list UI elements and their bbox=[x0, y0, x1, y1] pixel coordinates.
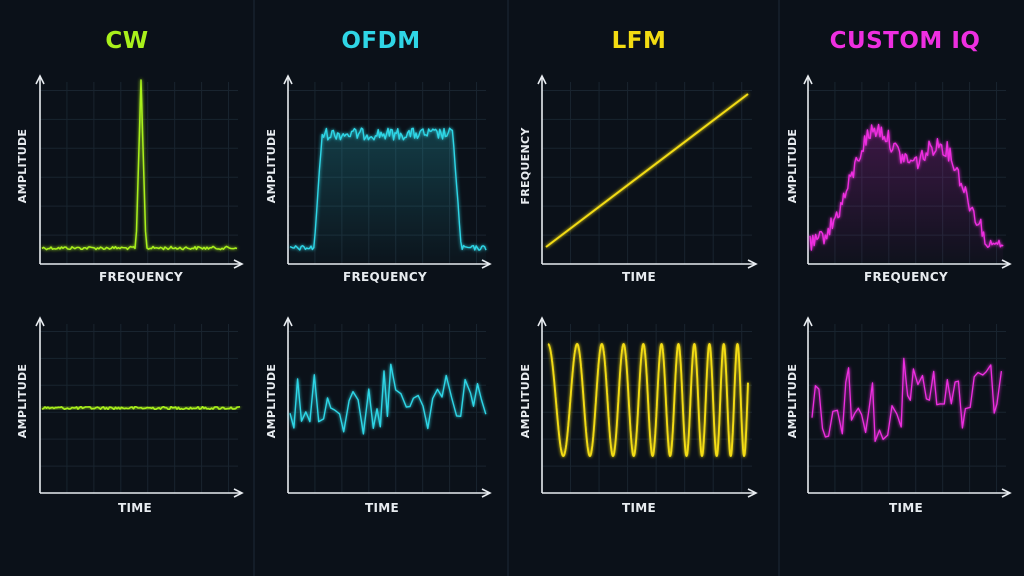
lfm-bottom-xlabel: TIME bbox=[622, 501, 656, 515]
y-axis-arrow bbox=[803, 316, 813, 327]
y-axis-arrow bbox=[35, 74, 45, 85]
x-axis-arrow bbox=[233, 259, 244, 269]
custom-bottom-ylabel: AMPLITUDE bbox=[786, 363, 799, 439]
lfm-top-xlabel: TIME bbox=[622, 270, 656, 284]
x-axis-arrow bbox=[1001, 259, 1012, 269]
lfm-bottom-ylabel: AMPLITUDE bbox=[519, 363, 532, 439]
x-axis-arrow bbox=[1001, 488, 1012, 498]
custom-time-trace bbox=[811, 357, 1003, 443]
lfm-chirp-line bbox=[545, 93, 749, 248]
ofdm-title: OFDM bbox=[341, 28, 421, 54]
ofdm-spectrum-fill bbox=[290, 128, 486, 262]
ofdm-top-ylabel: AMPLITUDE bbox=[265, 128, 278, 204]
lfm-time-trace bbox=[547, 343, 749, 457]
custom-iq-title: CUSTOM IQ bbox=[829, 28, 981, 54]
custom-top-xlabel: FREQUENCY bbox=[863, 270, 949, 284]
y-axis-arrow bbox=[283, 316, 293, 327]
y-axis-arrow bbox=[283, 74, 293, 85]
custom-bottom-xlabel: TIME bbox=[889, 501, 923, 515]
lfm-top-ylabel: FREQUENCY bbox=[519, 127, 532, 205]
cw-time-trace bbox=[41, 405, 241, 411]
cw-top-ylabel: AMPLITUDE bbox=[16, 128, 29, 204]
ofdm-time-trace bbox=[289, 363, 487, 435]
ofdm-top-xlabel: FREQUENCY bbox=[342, 270, 428, 284]
cw-bottom-xlabel: TIME bbox=[118, 501, 152, 515]
cw-spectrum-trace bbox=[41, 79, 238, 251]
custom-top-ylabel: AMPLITUDE bbox=[786, 128, 799, 204]
x-axis-arrow bbox=[747, 259, 758, 269]
lfm-title: LFM bbox=[611, 28, 667, 54]
x-axis-arrow bbox=[747, 488, 758, 498]
y-axis-arrow bbox=[35, 316, 45, 327]
custom-spectrum-fill bbox=[810, 124, 1004, 262]
y-axis-arrow bbox=[537, 316, 547, 327]
x-axis-arrow bbox=[481, 488, 492, 498]
ofdm-bottom-ylabel: AMPLITUDE bbox=[265, 363, 278, 439]
y-axis-arrow bbox=[537, 74, 547, 85]
cw-bottom-ylabel: AMPLITUDE bbox=[16, 363, 29, 439]
cw-title: CW bbox=[105, 28, 149, 54]
custom-spectrum-trace bbox=[809, 123, 1004, 251]
ofdm-spectrum-trace bbox=[289, 127, 487, 251]
x-axis-arrow bbox=[233, 488, 244, 498]
y-axis-arrow bbox=[803, 74, 813, 85]
cw-top-xlabel: FREQUENCY bbox=[98, 270, 184, 284]
ofdm-bottom-xlabel: TIME bbox=[365, 501, 399, 515]
